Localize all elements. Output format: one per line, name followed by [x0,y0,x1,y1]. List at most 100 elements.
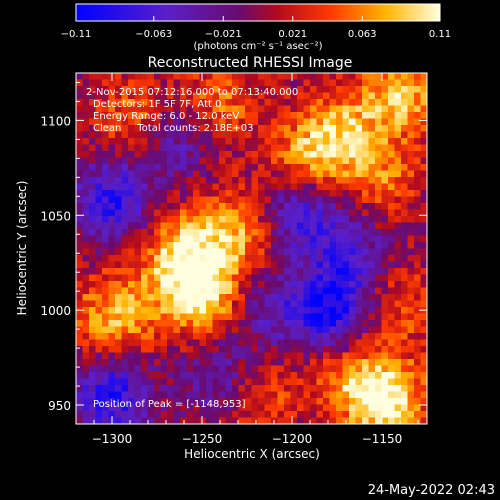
heatmap-cell [180,268,187,275]
heatmap-cell [134,268,142,275]
heatmap-cell [355,138,363,145]
heatmap-cell [407,307,415,314]
heatmap-cell [362,196,369,204]
heatmap-cell [284,229,291,236]
heatmap-cell [336,92,343,100]
heatmap-cell [245,79,252,87]
heatmap-cell [212,333,220,340]
heatmap-cell [349,326,356,334]
heatmap-cell [225,417,233,425]
heatmap-cell [232,235,239,243]
heatmap-cell [160,170,168,178]
heatmap-cell [336,268,343,275]
heatmap-cell [102,294,109,301]
heatmap-cell [173,326,181,334]
heatmap-cell [232,79,239,87]
heatmap-cell [277,112,285,119]
heatmap-cell [89,255,96,262]
heatmap-cell [206,365,213,373]
heatmap-cell [160,157,168,165]
heatmap-cell [115,235,122,243]
heatmap-cell [414,99,421,106]
heatmap-cell [160,372,168,379]
heatmap-cell [394,131,402,139]
heatmap-cell [264,138,272,145]
heatmap-cell [245,378,252,386]
heatmap-cell [310,203,317,210]
heatmap-cell [238,177,246,184]
heatmap-cell [180,326,187,334]
heatmap-cell [173,294,181,301]
heatmap-cell [414,131,421,139]
heatmap-cell [342,79,350,87]
heatmap-cell [232,326,239,334]
heatmap-cell [323,339,330,347]
heatmap-cell [108,281,116,288]
heatmap-cell [76,112,83,119]
heatmap-cell [95,300,103,308]
heatmap-cell [342,73,350,80]
heatmap-cell [362,131,369,139]
heatmap-cell [284,365,291,373]
heatmap-cell [375,359,382,366]
heatmap-cell [362,339,369,347]
heatmap-cell [147,378,155,386]
heatmap-cell [225,131,233,139]
heatmap-cell [258,190,265,197]
heatmap-cell [232,300,239,308]
heatmap-cell [134,157,142,165]
heatmap-cell [115,274,122,282]
heatmap-cell [258,112,265,119]
heatmap-cell [297,216,304,223]
heatmap-cell [336,391,343,399]
heatmap-cell [362,268,369,275]
heatmap-cell [297,294,304,301]
heatmap-cell [310,209,317,217]
heatmap-cell [160,105,168,113]
heatmap-cell [284,261,291,269]
heatmap-cell [238,268,246,275]
heatmap-cell [160,177,168,184]
heatmap-cell [206,138,213,145]
heatmap-cell [414,92,421,100]
heatmap-cell [76,144,83,152]
heatmap-cell [95,216,103,223]
heatmap-cell [284,385,291,392]
heatmap-cell [310,235,317,243]
heatmap-cell [251,365,259,373]
heatmap-cell [95,261,103,269]
heatmap-cell [375,203,382,210]
heatmap-cell [420,86,428,93]
heatmap-cell [375,320,382,327]
heatmap-cell [258,268,265,275]
heatmap-cell [316,333,324,340]
heatmap-cell [193,365,200,373]
heatmap-cell [323,92,330,100]
heatmap-cell [258,131,265,139]
heatmap-cell [420,268,428,275]
heatmap-cell [381,229,389,236]
heatmap-cell [258,92,265,100]
heatmap-cell [329,112,337,119]
heatmap-cell [180,157,187,165]
heatmap-cell [414,411,421,418]
heatmap-cell [95,398,103,405]
heatmap-cell [355,346,363,353]
heatmap-cell [394,222,402,230]
heatmap-cell [381,125,389,132]
heatmap-cell [271,229,278,236]
heatmap-cell [199,209,207,217]
heatmap-cell [232,105,239,113]
heatmap-cell [277,307,285,314]
heatmap-cell [316,73,324,80]
heatmap-cell [160,274,168,282]
heatmap-cell [102,105,109,113]
heatmap-cell [245,326,252,334]
heatmap-cell [394,261,402,269]
heatmap-cell [245,313,252,321]
heatmap-cell [388,248,395,256]
heatmap-cell [141,339,148,347]
heatmap-cell [258,177,265,184]
heatmap-cell [186,261,194,269]
heatmap-cell [251,203,259,210]
